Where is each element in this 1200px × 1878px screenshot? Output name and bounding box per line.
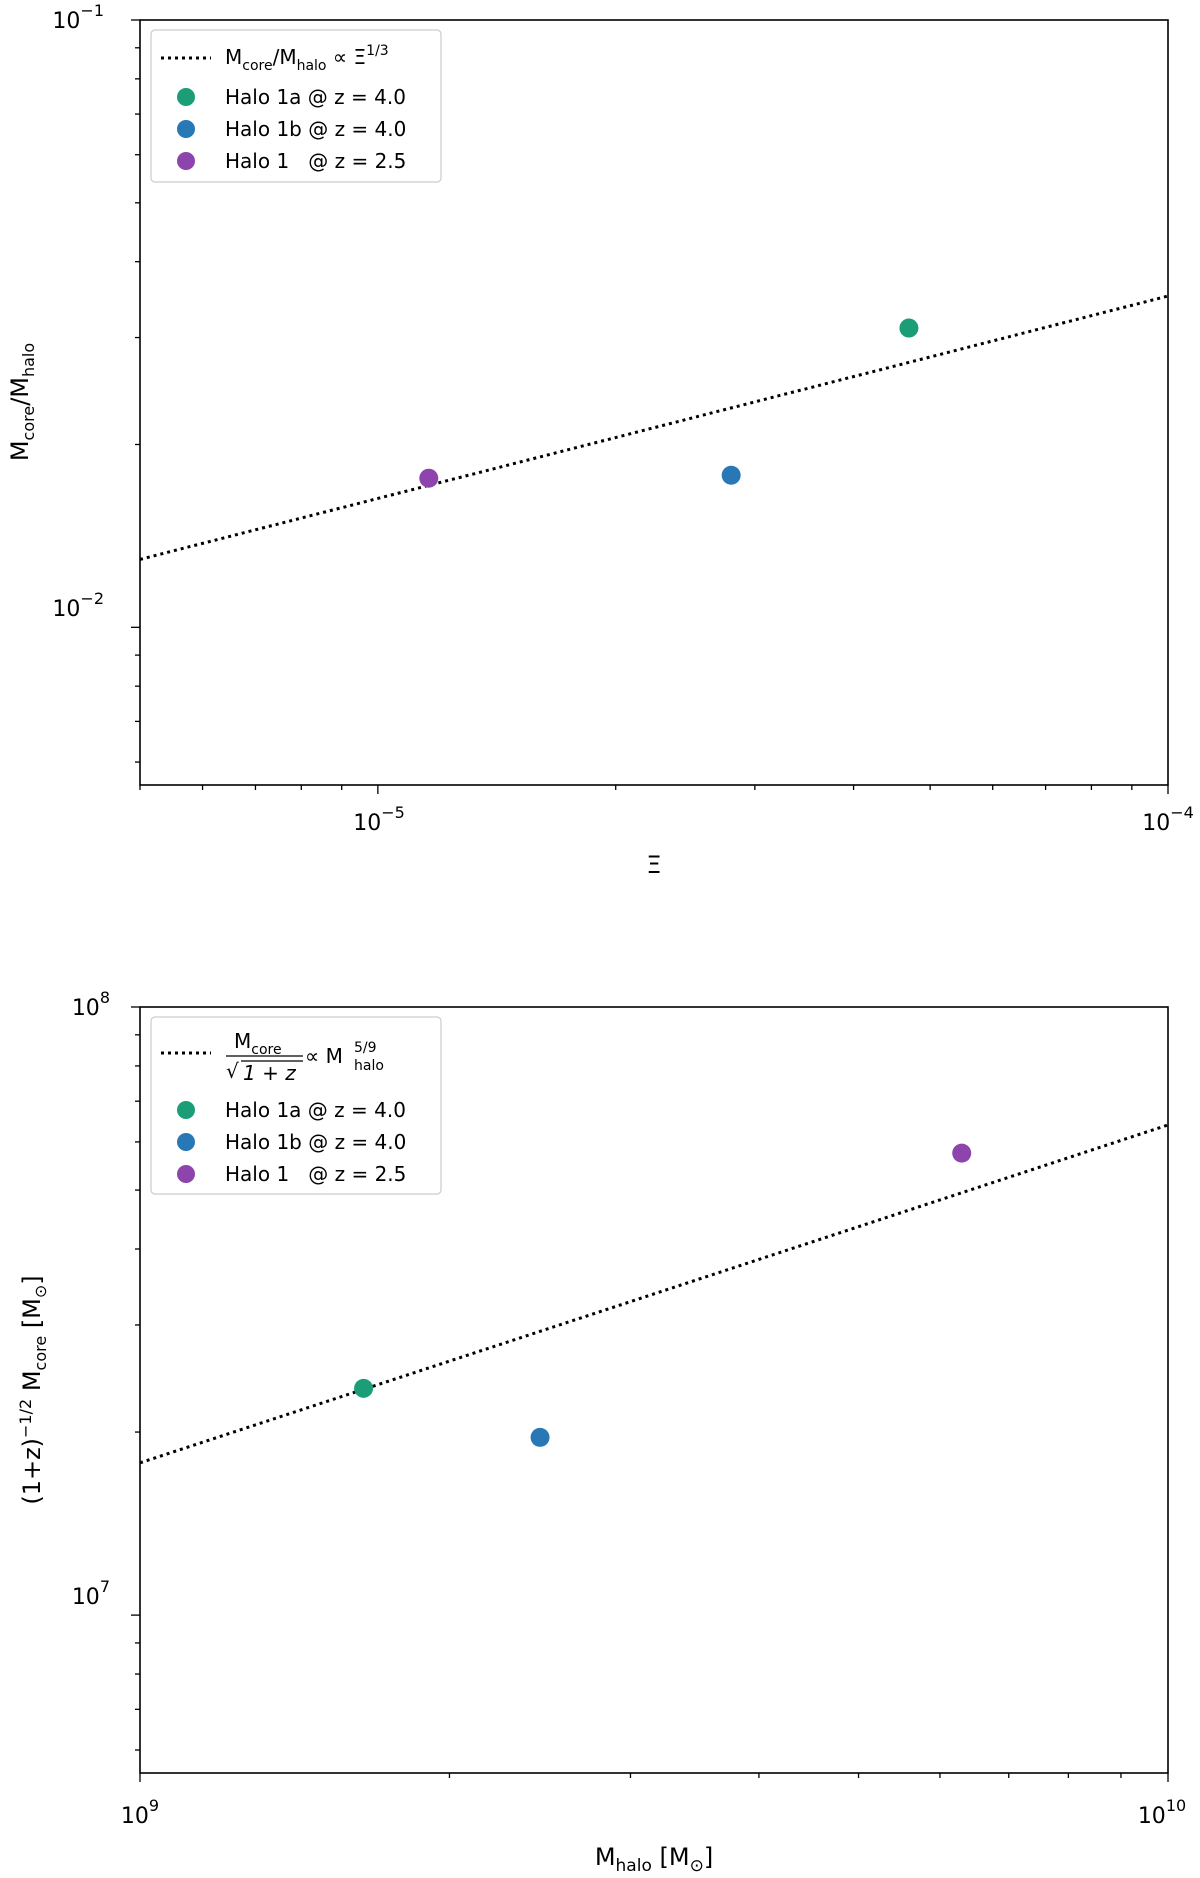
x-axis-label: Ξ (646, 851, 661, 879)
data-point-3 (952, 1143, 972, 1163)
data-point-2 (721, 465, 741, 485)
y-tick-label: 108 (72, 988, 110, 1021)
data-points (354, 1143, 972, 1447)
fit-line (139, 294, 1169, 561)
legend-label: Halo 1b @ z = 4.0 (225, 117, 406, 141)
x-axis-label: Mhalo [M⊙] (595, 1843, 713, 1876)
plot-area-frame (139, 19, 1169, 786)
fraction-sqrt-sign: √ (226, 1059, 239, 1083)
fraction-denominator: 1 + z (243, 1061, 296, 1085)
data-point-2 (530, 1427, 550, 1447)
legend-marker (177, 88, 195, 106)
legend-box (150, 1016, 442, 1195)
y-tick-label: 10−1 (52, 1, 104, 34)
legend-label: Halo 1 @ z = 2.5 (225, 1162, 406, 1186)
fit-line-group (139, 1123, 1169, 1465)
legend: Mcore/Mhalo ∝ Ξ1/3 Halo 1a @ z = 4.0 Hal… (150, 29, 442, 183)
x-tick-label: 10−4 (1142, 803, 1194, 836)
legend-marker (177, 1101, 195, 1119)
plot-area-frame (139, 1006, 1169, 1774)
fit-line (139, 1123, 1169, 1465)
legend: Mcore √ 1 + z ∝ M 5/9 halo Halo 1a @ z = 4… (150, 1016, 442, 1195)
legend-label: Halo 1 @ z = 2.5 (225, 149, 406, 173)
top-chart: 10−5 10−4 10−2 10−1 Ξ Mcore/Mhalo Mcore/… (6, 1, 1194, 879)
y-tick-label: 10−2 (52, 589, 104, 622)
legend-fit-label: Mcore √ 1 + z ∝ M 5/9 halo (226, 1029, 384, 1085)
fit-line-group (139, 294, 1169, 561)
legend-marker (177, 120, 195, 138)
x-tick-label: 10−5 (353, 803, 405, 836)
minor-ticks (131, 1006, 1169, 1782)
x-tick-label: 109 (121, 1796, 159, 1829)
legend-marker (177, 1165, 195, 1183)
bottom-chart: 109 1010 107 108 Mhalo [M⊙] (1+z)−1/2 Mc… (16, 988, 1186, 1876)
legend-fit-label: Mcore/Mhalo ∝ Ξ1/3 (225, 43, 389, 74)
minor-ticks (131, 19, 1169, 794)
y-tick-label: 107 (72, 1577, 110, 1610)
y-axis-label: (1+z)−1/2 Mcore [M⊙] (16, 1275, 50, 1504)
data-points (419, 318, 919, 488)
x-tick-label: 1010 (1138, 1796, 1186, 1829)
fraction-rhs: ∝ M 5/9 halo (305, 1040, 384, 1074)
legend-label: Halo 1b @ z = 4.0 (225, 1130, 406, 1154)
legend-marker (177, 1133, 195, 1151)
data-point-1 (354, 1378, 374, 1398)
fraction-numerator: Mcore (234, 1029, 282, 1058)
legend-marker (177, 152, 195, 170)
legend-label: Halo 1a @ z = 4.0 (225, 1098, 406, 1122)
data-point-1 (899, 318, 919, 338)
legend-label: Halo 1a @ z = 4.0 (225, 85, 406, 109)
y-axis-label: Mcore/Mhalo (6, 343, 38, 461)
legend-box (150, 29, 442, 183)
data-point-3 (419, 468, 439, 488)
